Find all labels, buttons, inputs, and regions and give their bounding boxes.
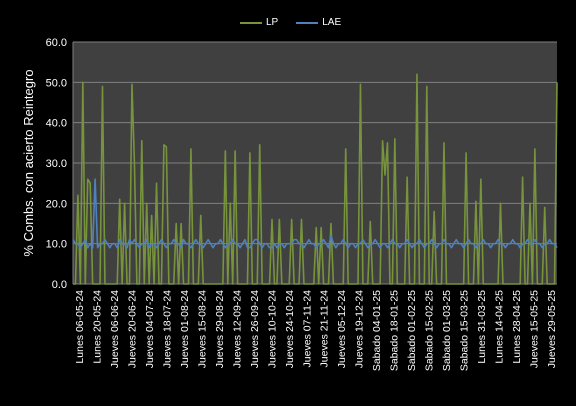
y-tick-label: 60.0 (46, 37, 67, 49)
y-tick-label: 40.0 (46, 118, 67, 130)
x-tick-label: Jueves 20-06-24 (126, 290, 138, 368)
x-tick-label: Jueves 06-06-24 (109, 290, 121, 368)
x-tick-label: Jueves 29-08-24 (214, 290, 226, 368)
y-axis-ticks: 0.0 10.0 20.0 30.0 40.0 50.0 60.0 (46, 37, 67, 291)
x-tick-label: Jueves 19-12-24 (354, 290, 366, 368)
x-tick-label: Jueves 01-08-24 (179, 290, 191, 368)
x-tick-label: Jueves 18-07-24 (161, 290, 173, 368)
legend-item-lae: LAE (296, 17, 341, 28)
x-tick-label: Jueves 24-10-24 (284, 290, 296, 368)
x-tick-label: Lunes 28-04-25 (511, 290, 523, 364)
x-tick-label: Lunes 31-03-25 (476, 290, 488, 364)
series-line-lae (72, 178, 558, 249)
y-tick-label: 0.0 (52, 279, 67, 291)
x-tick-label: Jueves 12-09-24 (231, 290, 243, 368)
x-tick-label: Jueves 04-07-24 (144, 290, 156, 368)
x-tick-label: Lunes 14-04-25 (494, 290, 506, 364)
x-tick-label: Jueves 29-05-25 (546, 290, 558, 368)
y-tick-label: 50.0 (46, 77, 67, 89)
x-tick-label: Sabado 04-01-25 (371, 290, 383, 371)
series-line-lp (73, 73, 558, 285)
y-tick-label: 30.0 (46, 158, 67, 170)
y-tick-label: 10.0 (46, 239, 67, 251)
x-axis-ticks: Lunes 06-05-24 Lunes 20-05-24 Jueves 06-06… (74, 290, 558, 371)
x-tick-label: Jueves 07-11-24 (301, 290, 313, 368)
x-tick-label: Jueves 26-09-24 (249, 290, 261, 368)
legend-item-lp: LP (240, 17, 278, 28)
x-tick-label: Sabado 18-01-25 (389, 290, 401, 371)
x-tick-label: Sabado 15-02-25 (424, 290, 436, 371)
x-tick-label: Lunes 06-05-24 (74, 290, 86, 364)
x-tick-label: Sabado 15-03-25 (459, 290, 471, 371)
legend: LP LAE (240, 17, 341, 28)
legend-label-lae: LAE (322, 17, 342, 28)
legend-label-lp: LP (266, 17, 279, 28)
legend-swatch-lae (296, 21, 319, 24)
x-tick-label: Jueves 10-10-24 (266, 290, 278, 368)
x-tick-label: Lunes 20-05-24 (91, 290, 103, 364)
x-tick-label: Jueves 15-05-25 (529, 290, 541, 368)
x-tick-label: Sabado 01-03-25 (441, 290, 453, 371)
y-axis-label: % Combs. con acierto Reintegro (21, 69, 36, 256)
y-tick-label: 20.0 (46, 198, 67, 210)
x-tick-label: Jueves 21-11-24 (319, 290, 331, 368)
x-tick-label: Jueves 05-12-24 (336, 290, 348, 368)
x-tick-label: Jueves 15-08-24 (196, 290, 208, 368)
series-lines (72, 73, 558, 285)
x-tick-label: Sabado 01-02-25 (406, 290, 418, 371)
legend-swatch-lp (240, 21, 262, 24)
